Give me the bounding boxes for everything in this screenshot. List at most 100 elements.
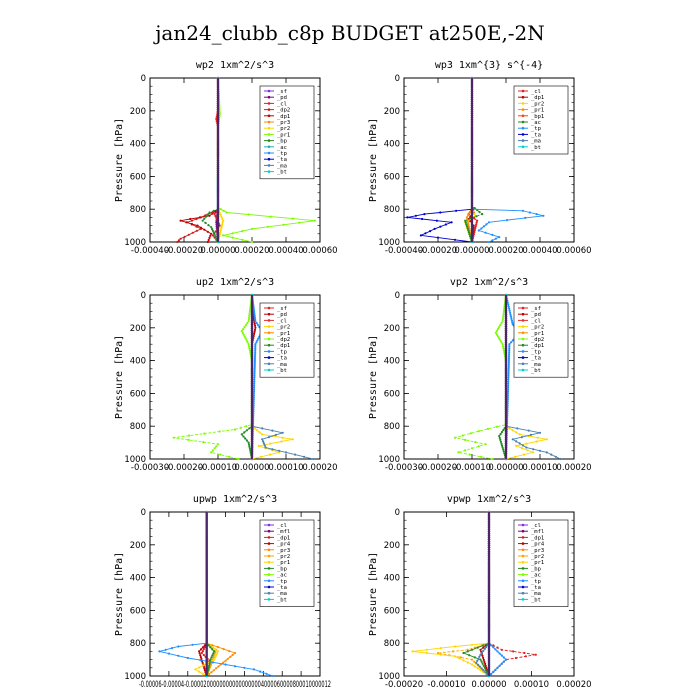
data-point [424, 232, 427, 235]
data-point [215, 216, 218, 219]
data-point [253, 380, 256, 383]
data-point [498, 236, 501, 239]
data-point [525, 442, 528, 445]
data-point [475, 215, 478, 218]
x-tick-label: 0.00020 [488, 246, 523, 256]
y-tick-label: 200 [130, 324, 146, 334]
data-point [253, 316, 256, 319]
data-point [466, 225, 469, 228]
legend-marker [521, 95, 525, 99]
data-point [253, 328, 257, 331]
data-point [506, 394, 509, 397]
data-point [466, 218, 469, 221]
data-point [202, 653, 205, 657]
data-point [253, 370, 256, 373]
data-point [282, 223, 285, 226]
data-point [208, 211, 211, 214]
legend-marker [267, 95, 271, 99]
data-point [245, 439, 248, 442]
legend-marker [267, 114, 271, 118]
data-point [215, 221, 218, 224]
data-point [480, 227, 483, 230]
data-point [253, 388, 256, 391]
data-point [214, 230, 217, 233]
data-point [199, 226, 203, 229]
data-point [244, 437, 247, 440]
data-point [506, 392, 509, 395]
data-point [518, 433, 521, 436]
data-point [294, 453, 297, 456]
data-point [248, 316, 251, 319]
data-point [532, 448, 535, 451]
data-point [248, 349, 251, 352]
data-point [499, 438, 502, 441]
legend-marker [521, 139, 525, 142]
legend-entry: _dp1 [531, 343, 544, 349]
data-point [501, 446, 504, 449]
data-point [507, 358, 510, 362]
data-point [507, 303, 510, 306]
legend-entry: _dp1 [277, 343, 290, 349]
data-point [198, 650, 201, 653]
legend-entry: _tp [277, 349, 287, 355]
data-point [501, 320, 504, 323]
data-point [250, 227, 254, 230]
legend-entry: _dp2 [277, 337, 290, 343]
data-point [502, 429, 505, 432]
legend-marker [521, 356, 525, 359]
data-point [211, 212, 214, 215]
data-point [439, 225, 442, 228]
y-tick-label: 400 [130, 357, 146, 367]
legend-marker [521, 319, 525, 322]
data-point [507, 364, 510, 368]
x-tick-label: 0.00060 [556, 246, 591, 256]
data-point [254, 345, 257, 348]
data-point [506, 219, 509, 222]
data-point [247, 213, 250, 216]
x-tick-label: 0.00010 [522, 463, 557, 473]
legend-entry: _ma [277, 362, 287, 368]
data-point [507, 378, 510, 381]
legend-marker [267, 145, 271, 149]
data-point [484, 443, 487, 446]
data-point [216, 443, 220, 446]
data-point [478, 211, 481, 214]
data-point [502, 316, 505, 319]
data-point [252, 394, 255, 397]
figure-title: jan24_clubb_c8p BUDGET at250E,-2N [153, 21, 545, 45]
legend-marker [267, 356, 271, 359]
data-point [499, 440, 502, 443]
legend-entry: _dp1 [277, 114, 290, 120]
data-point [253, 355, 257, 358]
data-point [542, 214, 545, 217]
data-point [213, 233, 216, 236]
legend-marker [267, 126, 271, 130]
data-point [254, 326, 257, 329]
data-point [528, 211, 531, 214]
x-tick-label: 0.00040 [268, 246, 303, 256]
data-point [176, 240, 179, 244]
data-point [474, 225, 477, 228]
x-tick-label: 0.00000 [234, 463, 269, 473]
data-point [467, 225, 470, 228]
data-point [486, 427, 489, 430]
data-point [303, 455, 306, 458]
x-tick-label: 0.00020 [556, 463, 591, 473]
x-tick-label: 0.00000 [454, 246, 489, 256]
data-point [231, 236, 234, 239]
data-point [215, 117, 218, 121]
data-point [239, 426, 242, 429]
data-point [467, 214, 470, 217]
legend-marker [267, 331, 271, 335]
y-tick-label: 600 [130, 606, 146, 616]
data-point [485, 223, 488, 226]
data-point [191, 231, 194, 234]
data-point [201, 650, 204, 653]
data-point [559, 457, 562, 461]
legend-marker [267, 325, 271, 328]
data-point [468, 233, 471, 236]
data-point [497, 327, 500, 330]
panel-title: wp3 1xm^{3} s^{-4} [435, 60, 543, 71]
data-point [298, 221, 301, 224]
